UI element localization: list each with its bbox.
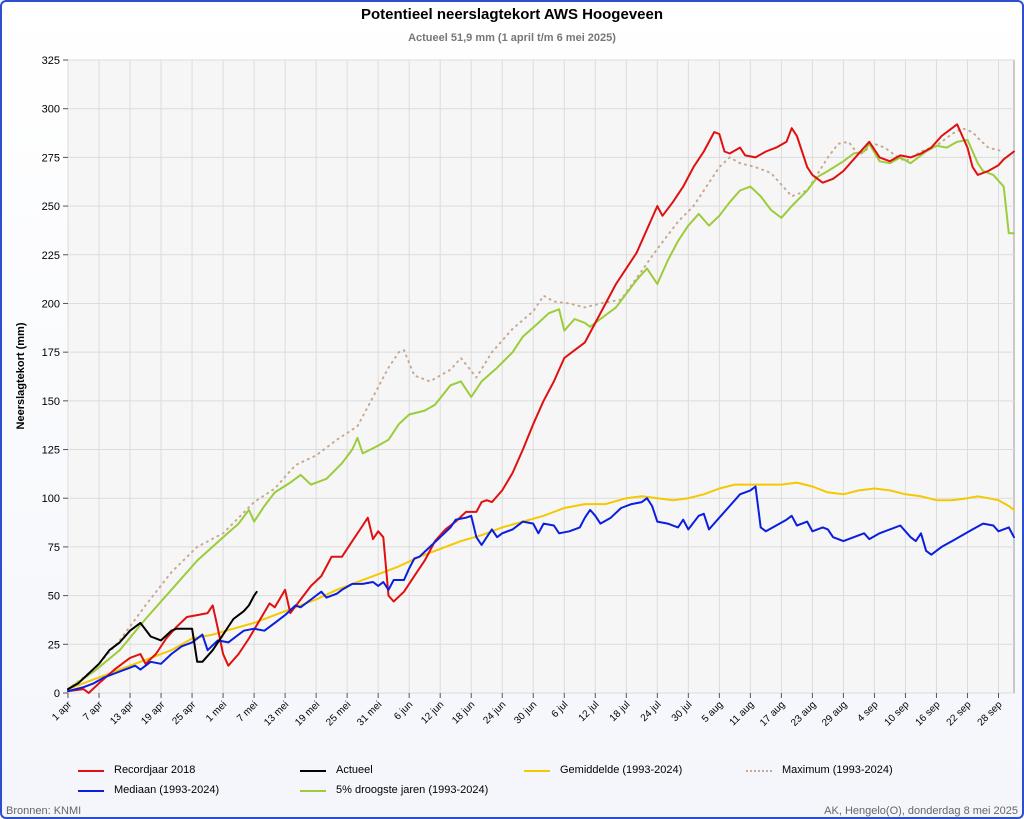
y-axis-label: Neerslagtekort (mm) bbox=[15, 322, 27, 429]
legend-swatch bbox=[78, 770, 104, 772]
y-tick-label: 200 bbox=[42, 298, 60, 310]
y-tick-label: 225 bbox=[42, 250, 60, 262]
x-tick-label: 17 aug bbox=[758, 699, 787, 728]
x-tick-label: 28 sep bbox=[976, 699, 1005, 728]
legend-swatch bbox=[524, 770, 550, 772]
x-tick-label: 13 apr bbox=[108, 699, 136, 727]
y-tick-label: 50 bbox=[48, 591, 60, 603]
x-tick-label: 23 aug bbox=[789, 699, 818, 728]
x-tick-label: 12 jun bbox=[419, 699, 446, 726]
y-tick-label: 300 bbox=[42, 104, 60, 116]
credit-note: AK, Hengelo(O), donderdag 8 mei 2025 bbox=[824, 805, 1018, 817]
x-tick-label: 7 mei bbox=[235, 699, 260, 724]
x-tick-label: 10 sep bbox=[883, 699, 912, 728]
x-tick-label: 12 jul bbox=[577, 699, 602, 724]
legend-swatch bbox=[300, 790, 326, 792]
y-tick-label: 0 bbox=[54, 688, 60, 700]
x-tick-label: 4 sep bbox=[855, 699, 880, 724]
y-tick-label: 175 bbox=[42, 347, 60, 359]
x-tick-label: 6 jul bbox=[550, 699, 571, 720]
x-axis: 1 apr 7 apr 13 apr 19 apr 25 apr 1 mei 7 mei 13… bbox=[50, 693, 1005, 729]
legend-label: Actueel bbox=[336, 764, 373, 776]
x-tick-label: 13 mei bbox=[262, 699, 291, 728]
x-tick-label: 24 jun bbox=[481, 699, 508, 726]
x-tick-label: 18 jul bbox=[608, 699, 633, 724]
x-tick-label: 22 sep bbox=[945, 699, 974, 728]
series-line-5-droogste-jaren-1993-2024 bbox=[67, 138, 1015, 691]
legend-swatch bbox=[78, 790, 104, 792]
x-tick-label: 16 sep bbox=[914, 699, 943, 728]
x-tick-label: 18 jun bbox=[450, 699, 477, 726]
y-axis: 0 25 50 75 100 125 150 175 200 225 250 275 300 325 bbox=[42, 55, 68, 700]
y-tick-label: 125 bbox=[42, 445, 60, 457]
x-tick-label: 1 mei bbox=[204, 699, 229, 724]
legend-swatch bbox=[746, 770, 772, 772]
x-tick-label: 24 jul bbox=[639, 699, 664, 724]
legend-label: Maximum (1993-2024) bbox=[782, 764, 893, 776]
x-tick-label: 29 aug bbox=[820, 699, 849, 728]
series-line-maximum-1993-2024 bbox=[67, 127, 1005, 691]
x-tick-label: 11 aug bbox=[728, 699, 757, 728]
legend-label: 5% droogste jaren (1993-2024) bbox=[336, 784, 489, 796]
x-tick-label: 30 jun bbox=[512, 699, 539, 726]
y-tick-label: 325 bbox=[42, 55, 60, 67]
series-line-recordjaar-2018 bbox=[67, 123, 1015, 694]
source-note: Bronnen: KNMI bbox=[6, 805, 82, 817]
y-tick-label: 100 bbox=[42, 493, 60, 505]
series-line-gemiddelde-1993-2024 bbox=[67, 481, 1015, 691]
series-line-actueel bbox=[67, 590, 258, 691]
y-tick-label: 75 bbox=[48, 542, 60, 554]
chart-subtitle: Actueel 51,9 mm (1 april t/m 6 mei 2025) bbox=[408, 32, 616, 44]
y-tick-label: 150 bbox=[42, 396, 60, 408]
x-tick-label: 7 apr bbox=[81, 699, 105, 723]
y-tick-label: 275 bbox=[42, 152, 60, 164]
x-tick-label: 5 aug bbox=[700, 699, 725, 724]
legend-label: Recordjaar 2018 bbox=[114, 764, 196, 776]
x-tick-label: 19 mei bbox=[293, 699, 322, 728]
legend-label: Gemiddelde (1993-2024) bbox=[560, 764, 683, 776]
chart-title: Potentieel neerslagtekort AWS Hoogeveen bbox=[360, 6, 664, 23]
plot-area bbox=[67, 59, 1015, 694]
series-lines bbox=[67, 123, 1015, 694]
y-tick-label: 25 bbox=[48, 639, 60, 651]
legend-swatch bbox=[300, 770, 326, 772]
x-tick-label: 19 apr bbox=[139, 699, 167, 727]
x-tick-label: 31 mei bbox=[355, 699, 384, 728]
series-line-mediaan-1993-2024 bbox=[67, 485, 1015, 693]
x-tick-label: 6 jun bbox=[392, 699, 415, 722]
y-tick-label: 250 bbox=[42, 201, 60, 213]
x-tick-label: 25 mei bbox=[324, 699, 353, 728]
x-tick-label: 1 apr bbox=[50, 699, 74, 723]
x-tick-label: 30 jul bbox=[670, 699, 695, 724]
legend-label: Mediaan (1993-2024) bbox=[114, 784, 220, 796]
x-tick-label: 25 apr bbox=[170, 699, 198, 727]
